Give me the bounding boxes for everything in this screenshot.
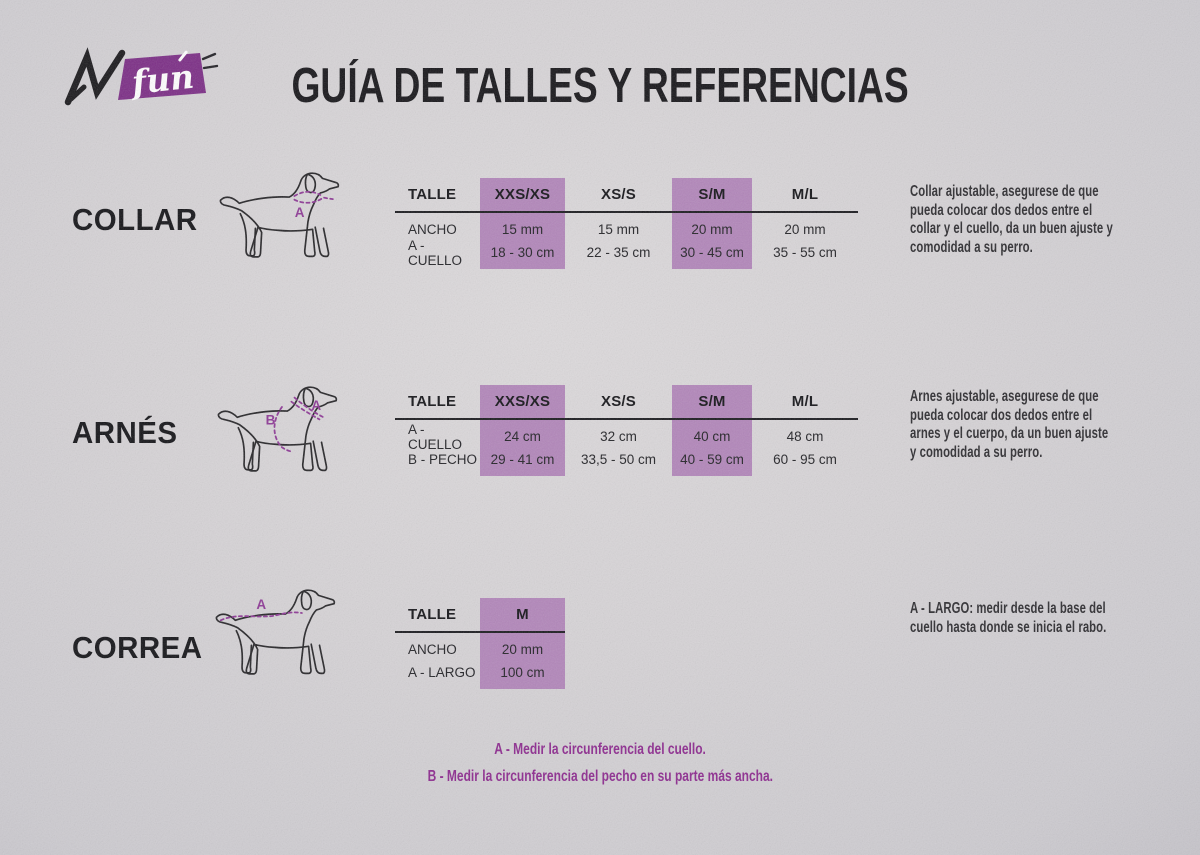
measurement-label-b: B [266, 413, 276, 428]
table-header-divider [395, 631, 565, 633]
description-line: arnes y el cuerpo, da un buen ajuste [910, 425, 1109, 443]
table-value-cell: 32 cm [600, 429, 637, 444]
table-column-labels: TALLE A - CUELLO B - PECHO [395, 385, 480, 476]
measurement-label-a: A [311, 398, 321, 413]
description-line: comodidad a su perro. [910, 238, 1033, 256]
table-header-cell: XS/S [601, 393, 636, 410]
table-value-cell: 20 mm [784, 222, 826, 237]
dog-outline-icon: A B [217, 386, 338, 472]
dog-diagram-collar: A [216, 169, 352, 273]
dog-outline-icon: A [215, 589, 336, 675]
table-value-cell: 18 - 30 cm [490, 245, 555, 260]
table-value-cell: 33,5 - 50 cm [580, 452, 657, 467]
size-table-collar: TALLE ANCHO A - CUELLO XXS/XS 15 mm 18 -… [395, 178, 858, 269]
description-arnes: Arnes ajustable, asegurese de que pueda … [910, 388, 1129, 462]
table-value-cell: 24 cm [504, 429, 541, 444]
table-value-cell: 20 mm [691, 222, 733, 237]
table-column-m-l: M/L 48 cm 60 - 95 cm [752, 385, 858, 476]
section-label-arnes: ARNÉS [72, 415, 178, 450]
table-header-cell: M [516, 606, 529, 623]
table-header-divider [395, 418, 858, 420]
table-column-s-m: S/M 20 mm 30 - 45 cm [672, 178, 752, 269]
table-value-cell: 48 cm [786, 429, 824, 444]
table-value-cell: 15 mm [501, 222, 544, 237]
table-column-m-l: M/L 20 mm 35 - 55 cm [752, 178, 858, 269]
section-label-correa: CORREA [72, 630, 203, 665]
table-header-cell: TALLE [408, 606, 457, 623]
description-line: Arnes ajustable, asegurese de que [910, 388, 1099, 405]
description-line: pueda colocar dos dedos entre el [910, 406, 1093, 424]
description-line: cuello hasta donde se inicia el rabo. [910, 618, 1107, 636]
description-collar: Collar ajustable, asegurese de que pueda… [910, 183, 1129, 257]
table-column-s-m: S/M 40 cm 40 - 59 cm [672, 385, 752, 476]
table-column-xxs-xs: XXS/XS 15 mm 18 - 30 cm [480, 178, 565, 269]
table-value-cell: 22 - 35 cm [586, 245, 651, 260]
size-table-arnes: TALLE A - CUELLO B - PECHO XXS/XS 24 cm … [395, 385, 858, 476]
measurement-label-a: A [295, 205, 305, 220]
page-title-wrap: GUÍA DE TALLES Y REFERENCIAS [0, 58, 1200, 114]
description-correa: A - LARGO: medir desde la base del cuell… [910, 600, 1129, 637]
table-value-cell: 40 cm [693, 429, 731, 444]
table-value-cell: 35 - 55 cm [773, 245, 837, 260]
table-value-cell: 20 mm [501, 642, 544, 657]
footer-note-b: B - Medir la circunferencia del pecho en… [0, 768, 1200, 786]
table-header-cell: XXS/XS [494, 393, 551, 410]
table-row-label: A - CUELLO [408, 237, 463, 268]
description-line: A - LARGO: medir desde la base del [910, 600, 1106, 617]
measurement-label-a: A [256, 597, 266, 612]
description-line: pueda colocar dos dedos entre el [910, 201, 1093, 219]
table-value-cell: 30 - 45 cm [680, 245, 744, 260]
neck-measure-line [293, 190, 334, 204]
table-header-cell: M/L [791, 186, 819, 203]
table-value-cell: 40 - 59 cm [680, 452, 744, 467]
table-header-divider [395, 211, 858, 213]
table-header-cell: XS/S [601, 186, 636, 203]
dog-outline-icon: A [219, 172, 340, 258]
dog-diagram-arnes: A B [214, 383, 350, 487]
table-header-cell: TALLE [408, 186, 457, 203]
section-label-collar: COLLAR [72, 202, 198, 237]
table-row-label: A - LARGO [408, 665, 476, 680]
footer-note-a: A - Medir la circunferencia del cuello. [0, 741, 1200, 759]
table-row-label: A - CUELLO [408, 421, 463, 452]
table-value-cell: 15 mm [597, 222, 640, 237]
table-row-label: ANCHO [408, 642, 457, 657]
table-column-m: M 20 mm 100 cm [480, 598, 565, 689]
table-header-cell: M/L [791, 393, 819, 410]
table-column-xs-s: XS/S 32 cm 33,5 - 50 cm [565, 385, 672, 476]
table-header-cell: S/M [698, 393, 726, 410]
footer-note-text: B - Medir la circunferencia del pecho en… [427, 768, 773, 785]
description-line: y comodidad a su perro. [910, 443, 1043, 461]
footer-note-text: A - Medir la circunferencia del cuello. [494, 741, 706, 758]
table-column-xs-s: XS/S 15 mm 22 - 35 cm [565, 178, 672, 269]
table-column-labels: TALLE ANCHO A - LARGO [395, 598, 480, 689]
dog-diagram-correa: A [212, 586, 348, 690]
table-column-xxs-xs: XXS/XS 24 cm 29 - 41 cm [480, 385, 565, 476]
table-header-cell: S/M [698, 186, 726, 203]
page-title: GUÍA DE TALLES Y REFERENCIAS [291, 59, 909, 113]
description-line: Collar ajustable, asegurese de que [910, 183, 1099, 200]
table-column-labels: TALLE ANCHO A - CUELLO [395, 178, 480, 269]
table-row-label: B - PECHO [408, 452, 478, 467]
table-value-cell: 100 cm [500, 665, 545, 680]
size-table-correa: TALLE ANCHO A - LARGO M 20 mm 100 cm [395, 598, 565, 689]
table-value-cell: 60 - 95 cm [773, 452, 837, 467]
table-header-cell: TALLE [408, 393, 457, 410]
table-value-cell: 29 - 41 cm [490, 452, 555, 467]
description-line: collar y el cuello, da un buen ajuste y [910, 220, 1113, 238]
table-header-cell: XXS/XS [494, 186, 551, 203]
